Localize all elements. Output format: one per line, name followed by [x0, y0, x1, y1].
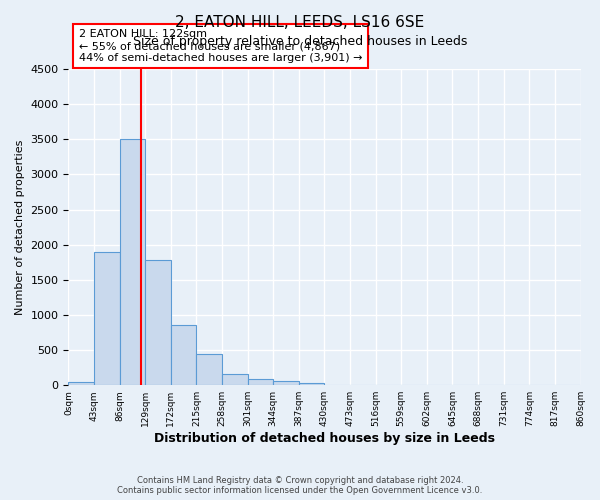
Text: Size of property relative to detached houses in Leeds: Size of property relative to detached ho…: [133, 35, 467, 48]
Text: Contains HM Land Registry data © Crown copyright and database right 2024.
Contai: Contains HM Land Registry data © Crown c…: [118, 476, 482, 495]
Bar: [119, 140, 145, 385]
X-axis label: Distribution of detached houses by size in Leeds: Distribution of detached houses by size …: [154, 432, 495, 445]
Bar: [273, 381, 299, 385]
Bar: [248, 379, 273, 385]
Bar: [94, 252, 119, 385]
Text: 2, EATON HILL, LEEDS, LS16 6SE: 2, EATON HILL, LEEDS, LS16 6SE: [175, 15, 425, 30]
Bar: [171, 326, 196, 385]
Text: 2 EATON HILL: 122sqm
← 55% of detached houses are smaller (4,867)
44% of semi-de: 2 EATON HILL: 122sqm ← 55% of detached h…: [79, 30, 362, 62]
Bar: [222, 374, 248, 385]
Y-axis label: Number of detached properties: Number of detached properties: [15, 140, 25, 315]
Bar: [68, 382, 94, 385]
Bar: [299, 383, 325, 385]
Bar: [145, 260, 171, 385]
Bar: [196, 354, 222, 385]
